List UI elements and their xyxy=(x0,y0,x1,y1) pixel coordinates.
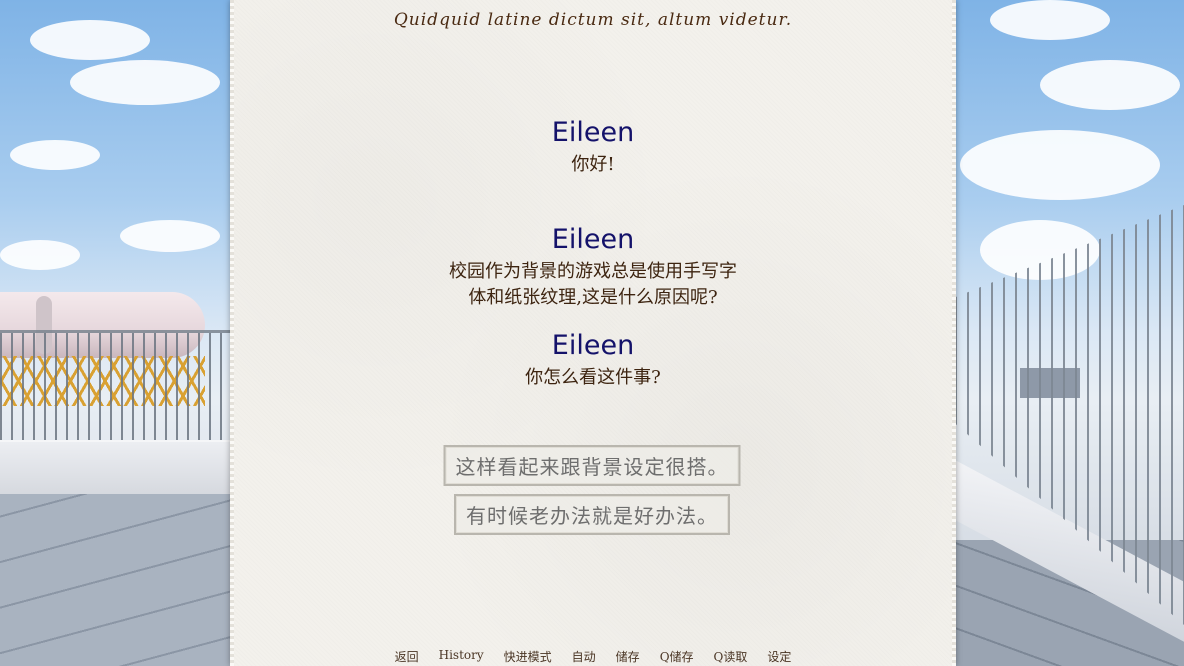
cloud xyxy=(10,140,100,170)
quick-menu-quick-save[interactable]: Q储存 xyxy=(659,650,694,664)
paper-panel xyxy=(230,0,956,666)
choice-button[interactable]: 有时候老办法就是好办法。 xyxy=(454,494,730,535)
quick-menu-auto[interactable]: 自动 xyxy=(571,650,596,664)
dialogue-text: 校园作为背景的游戏总是使用手写字 体和纸张纹理,这是什么原因呢? xyxy=(449,261,737,308)
quick-menu-back[interactable]: 返回 xyxy=(394,650,419,664)
fence xyxy=(0,330,240,448)
quick-menu-preferences[interactable]: 设定 xyxy=(767,650,792,664)
rooftop-floor xyxy=(0,470,240,666)
cloud xyxy=(30,20,150,60)
quick-menu: 返回 History 快进模式 自动 储存 Q储存 Q读取 设定 xyxy=(230,648,956,665)
quick-menu-save[interactable]: 储存 xyxy=(615,650,640,664)
history-entry: Eileen 校园作为背景的游戏总是使用手写字 体和纸张纹理,这是什么原因呢? xyxy=(230,225,956,311)
parapet xyxy=(0,440,240,494)
cloud xyxy=(120,220,220,252)
quick-menu-skip[interactable]: 快进模式 xyxy=(503,650,552,664)
cloud xyxy=(1040,60,1180,110)
cloud xyxy=(0,240,80,270)
dialogue-text: 你好! xyxy=(571,154,615,175)
speaker-name: Eileen xyxy=(551,117,635,148)
cloud xyxy=(990,0,1110,40)
cloud xyxy=(960,130,1160,200)
quick-menu-quick-load[interactable]: Q读取 xyxy=(713,650,748,664)
quick-menu-history[interactable]: History xyxy=(438,648,484,662)
choice-button[interactable]: 这样看起来跟背景设定很搭。 xyxy=(443,445,741,486)
dialogue-text: 你怎么看这件事? xyxy=(525,367,661,388)
history-entry: Eileen 你好! xyxy=(230,118,956,178)
history-entry: Eileen 你怎么看这件事? xyxy=(230,331,956,391)
cloud xyxy=(70,60,220,105)
speaker-name: Eileen xyxy=(551,330,635,361)
speaker-name: Eileen xyxy=(551,224,635,255)
header-quote: Quidquid latine dictum sit, altum videtu… xyxy=(393,10,793,30)
